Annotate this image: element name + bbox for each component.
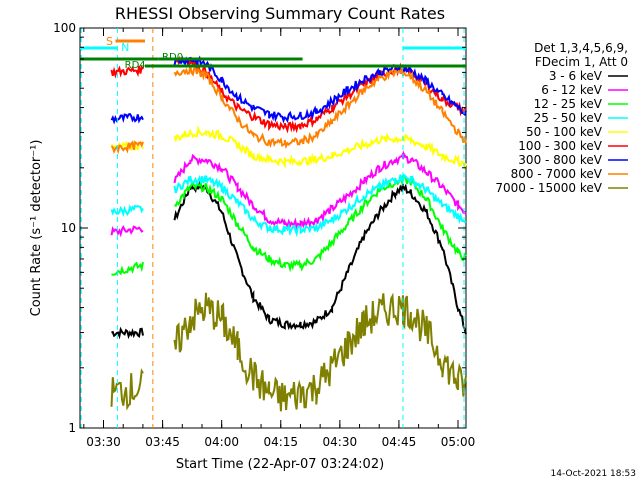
series-line-1 <box>173 150 467 231</box>
series-line-1 <box>110 225 144 238</box>
legend-entry-label: 25 - 50 keV <box>534 111 603 125</box>
chart-title: RHESSI Observing Summary Count Rates <box>115 4 445 23</box>
legend-entry-label: 50 - 100 keV <box>526 125 603 139</box>
y-axis-label: Count Rate (s⁻¹ detector⁻¹) <box>29 140 44 317</box>
series-line-0 <box>173 180 467 335</box>
x-axis-label: Start Time (22-Apr-07 03:24:02) <box>176 457 384 472</box>
series-line-3 <box>173 173 467 238</box>
legend-entry-label: 12 - 25 keV <box>534 97 603 111</box>
x-tick-label: 04:30 <box>323 435 358 449</box>
marker-label-n: N <box>121 41 129 54</box>
x-tick-label: 03:30 <box>86 435 121 449</box>
y-tick-label: 100 <box>53 21 76 35</box>
series-lines <box>110 55 467 412</box>
series-line-6 <box>173 55 467 124</box>
legend-entry-label: 800 - 7000 keV <box>511 167 603 181</box>
footer-date: 14-Oct-2021 18:53 <box>551 469 636 479</box>
series-line-4 <box>173 124 467 171</box>
legend-entry-label: 3 - 6 keV <box>549 69 603 83</box>
series-line-2 <box>111 261 144 276</box>
series-line-8 <box>173 292 467 412</box>
legend-entry-label: 300 - 800 keV <box>518 153 602 167</box>
y-tick-label: 1 <box>68 421 76 435</box>
x-tick-label: 04:15 <box>263 435 298 449</box>
marker-label-rd0: RD0 <box>162 52 183 63</box>
x-tick-label: 05:00 <box>441 435 476 449</box>
y-tick-label: 10 <box>61 221 76 235</box>
legend-entry-label: 6 - 12 keV <box>541 83 603 97</box>
legend-header-line-1: Det 1,3,4,5,6,9, <box>534 41 628 55</box>
series-line-7 <box>173 64 467 150</box>
legend: Det 1,3,4,5,6,9, FDecim 1, Att 0 3 - 6 k… <box>495 41 628 195</box>
series-line-5 <box>110 64 144 79</box>
x-tick-label: 04:45 <box>382 435 417 449</box>
series-line-7 <box>110 140 144 155</box>
marker-label-rd4: RD4 <box>125 60 146 71</box>
series-line-6 <box>110 112 144 125</box>
marker-label-s: S <box>106 35 113 48</box>
series-line-3 <box>110 204 144 218</box>
series-line-8 <box>110 368 144 411</box>
legend-entry-label: 7000 - 15000 keV <box>495 181 602 195</box>
series-line-0 <box>111 326 144 340</box>
axis-ticks: 1 10 100 03:30 03:45 04:00 04:15 04:30 04:45 05:0… <box>53 21 475 449</box>
legend-header-line-2: FDecim 1, Att 0 <box>535 55 628 69</box>
legend-entry-label: 100 - 300 keV <box>518 139 602 153</box>
series-line-2 <box>174 174 467 273</box>
x-tick-label: 04:00 <box>204 435 239 449</box>
x-tick-label: 03:45 <box>145 435 180 449</box>
